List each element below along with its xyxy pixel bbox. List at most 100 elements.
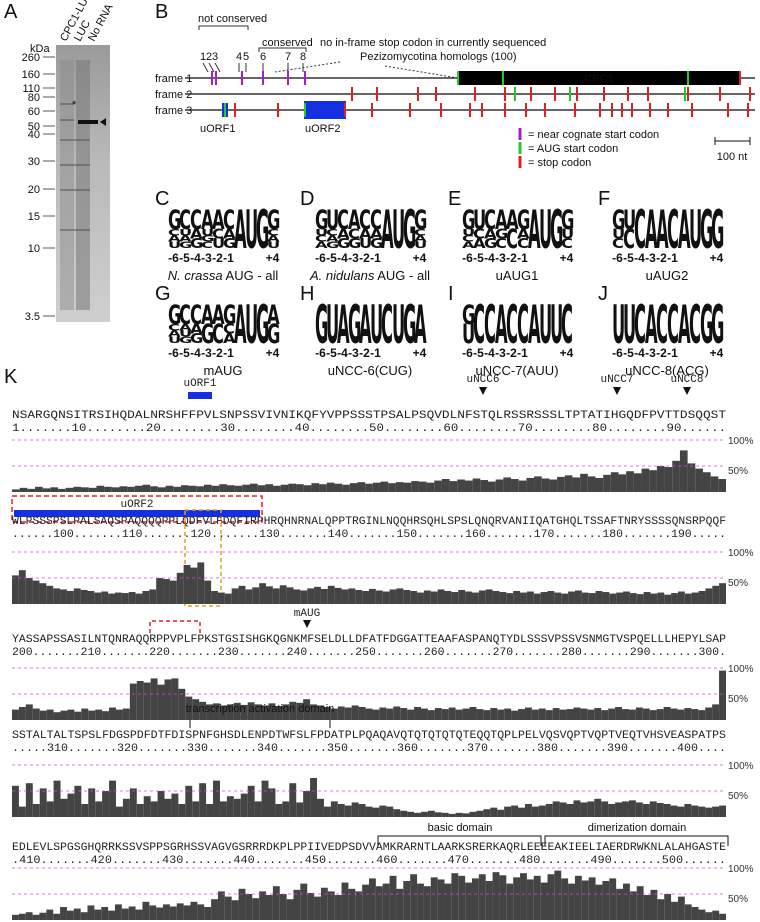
conservation-bar [684, 904, 692, 920]
conservation-bar [393, 706, 401, 720]
logo-letter: C [634, 296, 646, 357]
conservation-bar [691, 907, 699, 920]
conservation-bar [334, 483, 343, 492]
conservation-bar [121, 908, 129, 920]
conservation-bar [602, 592, 610, 604]
conservation-bar [156, 907, 164, 920]
conservation-bar [101, 907, 109, 920]
logo-letter-glyph: C [168, 228, 180, 238]
conservation-bar [279, 894, 287, 920]
conservation-bar [622, 801, 629, 817]
conservation-bar [595, 884, 603, 920]
conservation-bar [677, 896, 685, 920]
conservation-bar [581, 880, 589, 920]
conservation-bar [296, 702, 304, 720]
conservation-bar [73, 908, 81, 920]
conservation-bar [206, 704, 214, 720]
conservation-bar [388, 483, 396, 492]
conservation-bar [677, 591, 685, 604]
logo-letter: G [190, 236, 203, 251]
logo-letter: C [359, 206, 371, 236]
scale-label: 100 nt [717, 151, 748, 163]
conservation-bar [157, 684, 165, 720]
conservation-bar [469, 811, 477, 817]
conservation-bar [601, 801, 609, 817]
conservation-bar [672, 460, 680, 492]
conservation-bar [451, 873, 459, 920]
conservation-bar [511, 479, 519, 492]
conservation-bar [261, 705, 269, 720]
conservation-bar [547, 874, 555, 920]
logo-letter-glyph: U [539, 201, 552, 262]
conservation-bar [623, 591, 630, 604]
logo-letter: A [359, 296, 372, 357]
conservation-bar [520, 873, 527, 920]
conservation-bar [58, 488, 66, 492]
conservation-bar [427, 810, 435, 817]
logo-letter-glyph: U [359, 236, 372, 251]
logo-letter-glyph: C [561, 296, 573, 357]
logo-position: -3 [495, 251, 506, 265]
conservation-bar [628, 800, 636, 817]
logo-letter: A [179, 323, 193, 333]
logo-letter: G [168, 301, 181, 331]
conservation-bar [65, 487, 74, 492]
conservation-bar [240, 704, 248, 720]
conservation-bar [358, 707, 366, 720]
logo-letter: U [561, 227, 574, 242]
logo-letter-glyph: G [612, 206, 625, 236]
conservation-bar [204, 580, 212, 604]
conservation-bar [261, 780, 269, 817]
conservation-bar [53, 712, 61, 720]
conservation-bar [476, 810, 484, 817]
logo-letter-glyph: A [495, 206, 508, 236]
logo-letter: C [190, 301, 202, 331]
conservation-bar [275, 705, 283, 720]
conservation-bar [616, 888, 624, 920]
conservation-bar [330, 801, 338, 817]
conservation-bar [108, 593, 115, 604]
conservation-bar [293, 589, 301, 604]
conservation-bar [334, 895, 342, 920]
conservation-bar [327, 585, 335, 604]
conservation-bar [636, 594, 644, 604]
codon-pointer [202, 62, 209, 73]
conservation-bar [25, 578, 33, 604]
conservation-bar [396, 588, 404, 604]
conservation-bar [42, 488, 51, 492]
logo-position: -2 [212, 251, 223, 265]
conservation-bar [344, 805, 352, 817]
conservation-bar [348, 588, 356, 604]
conservation-bar [341, 882, 349, 920]
logo-position: -2 [656, 251, 667, 265]
conservation-bar [169, 906, 177, 920]
logo-position: -4 [484, 251, 495, 265]
conservation-bar [410, 874, 418, 920]
logo-letter: A [168, 234, 182, 244]
conservation-bar [499, 875, 507, 920]
conservation-bar [407, 709, 415, 720]
conservation-bar [448, 707, 456, 720]
conservation-bar [231, 900, 239, 920]
logo-letter: G [256, 201, 269, 262]
conservation-bar [128, 906, 136, 920]
conservation-bar [217, 592, 225, 604]
logo-letter: G [711, 296, 724, 357]
highlight-bracket [149, 620, 201, 633]
logo-letter-glyph: A [381, 201, 394, 262]
conservation-bar [485, 881, 493, 920]
gel-bands [60, 103, 90, 231]
logo-position: -2 [656, 346, 667, 360]
panel-label: E [448, 188, 461, 210]
logo-letter-glyph: C [623, 225, 635, 255]
gel-lane [76, 60, 90, 310]
conservation-bar [677, 709, 685, 720]
conservation-bar [554, 592, 562, 604]
logo-letter: A [484, 227, 497, 242]
logo-letter-glyph: G [403, 296, 416, 357]
logo-letter: A [168, 329, 182, 339]
conservation-label: conserved [262, 37, 313, 49]
logo-letter-glyph: U [245, 296, 258, 357]
logo-letter-glyph: C [223, 322, 235, 337]
logo-letter: C [223, 322, 235, 337]
